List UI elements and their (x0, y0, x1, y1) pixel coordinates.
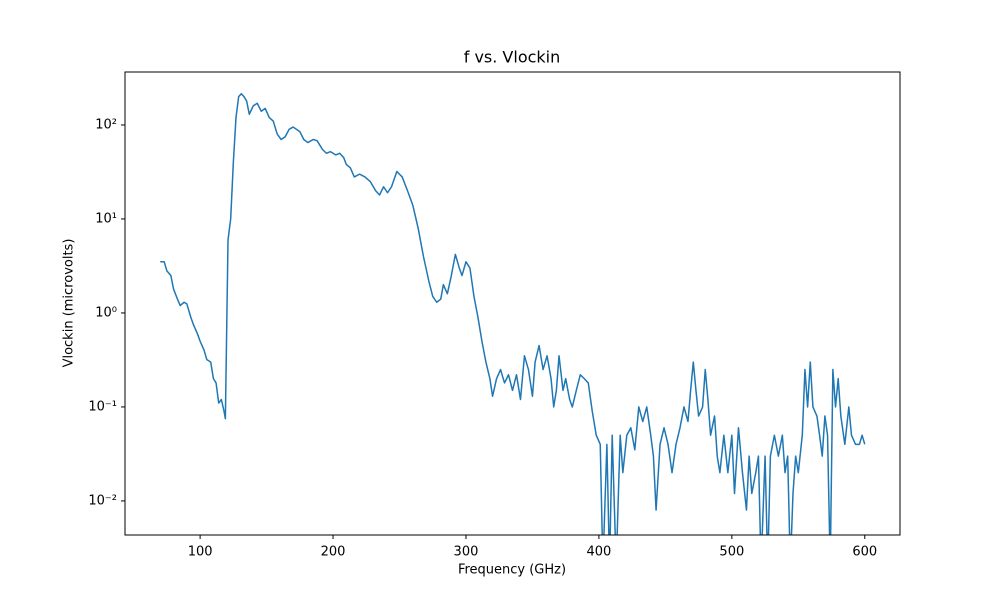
x-tick-label: 300 (454, 545, 479, 560)
y-axis-label: Vlockin (microvolts) (62, 239, 77, 368)
x-axis-label: Frequency (GHz) (458, 563, 566, 578)
x-tick-label: 100 (188, 545, 213, 560)
x-tick-label: 200 (321, 545, 346, 560)
data-line (160, 92, 866, 535)
x-tick-label: 500 (719, 545, 744, 560)
y-tick-label: 10⁰ (95, 305, 117, 320)
y-tick-label: 10² (95, 117, 117, 132)
chart-title: f vs. Vlockin (464, 48, 561, 67)
x-tick-label: 600 (852, 545, 877, 560)
y-tick-label: 10⁻² (88, 493, 117, 508)
y-tick-label: 10⁻¹ (88, 399, 117, 414)
axes-frame (124, 71, 901, 536)
plot-area (160, 92, 866, 535)
y-tick-label: 10¹ (95, 211, 117, 226)
x-tick-label: 400 (586, 545, 611, 560)
